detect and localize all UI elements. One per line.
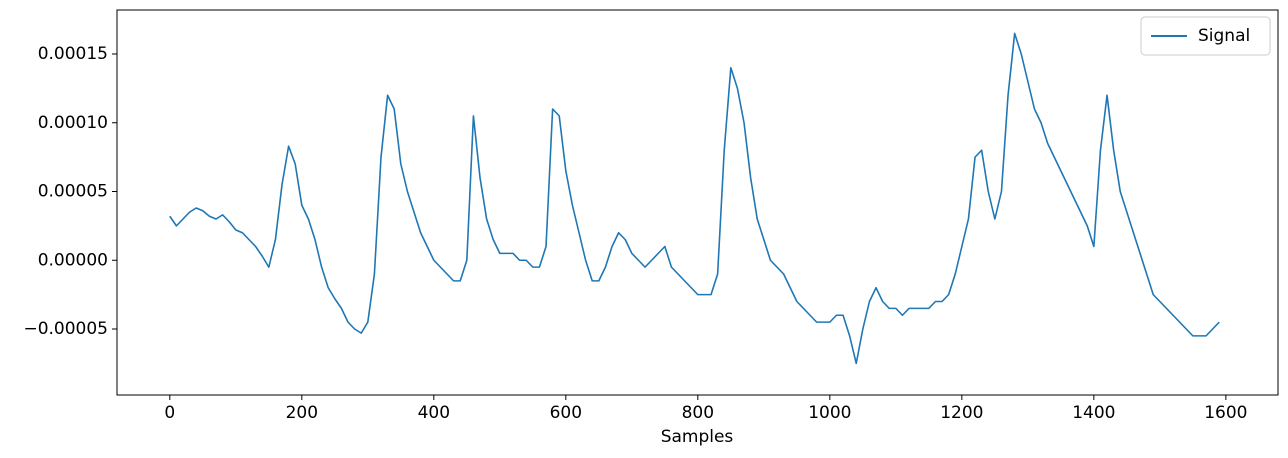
x-tick-label: 600 — [550, 403, 582, 423]
plot-frame — [116, 9, 1279, 396]
x-tick-label: 200 — [286, 403, 318, 423]
x-tick-label: 1400 — [1072, 403, 1115, 423]
signal-line — [169, 32, 1220, 365]
y-tick-label: −0.00005 — [23, 319, 108, 339]
x-tick-label: 400 — [418, 403, 450, 423]
x-tick-label: 0 — [164, 403, 175, 423]
y-tick-label: 0.00000 — [38, 250, 108, 270]
x-tick-label: 1200 — [940, 403, 983, 423]
y-tick-label: 0.00010 — [38, 113, 108, 133]
y-tick-label: 0.00015 — [38, 44, 108, 64]
x-tick-label: 800 — [682, 403, 714, 423]
x-tick-label: 1600 — [1204, 403, 1247, 423]
x-axis-label: Samples — [661, 427, 734, 447]
y-tick-label: 0.00005 — [38, 182, 108, 202]
legend-label: Signal — [1198, 26, 1250, 46]
legend-box — [1140, 16, 1271, 56]
x-tick-label: 1000 — [808, 403, 851, 423]
